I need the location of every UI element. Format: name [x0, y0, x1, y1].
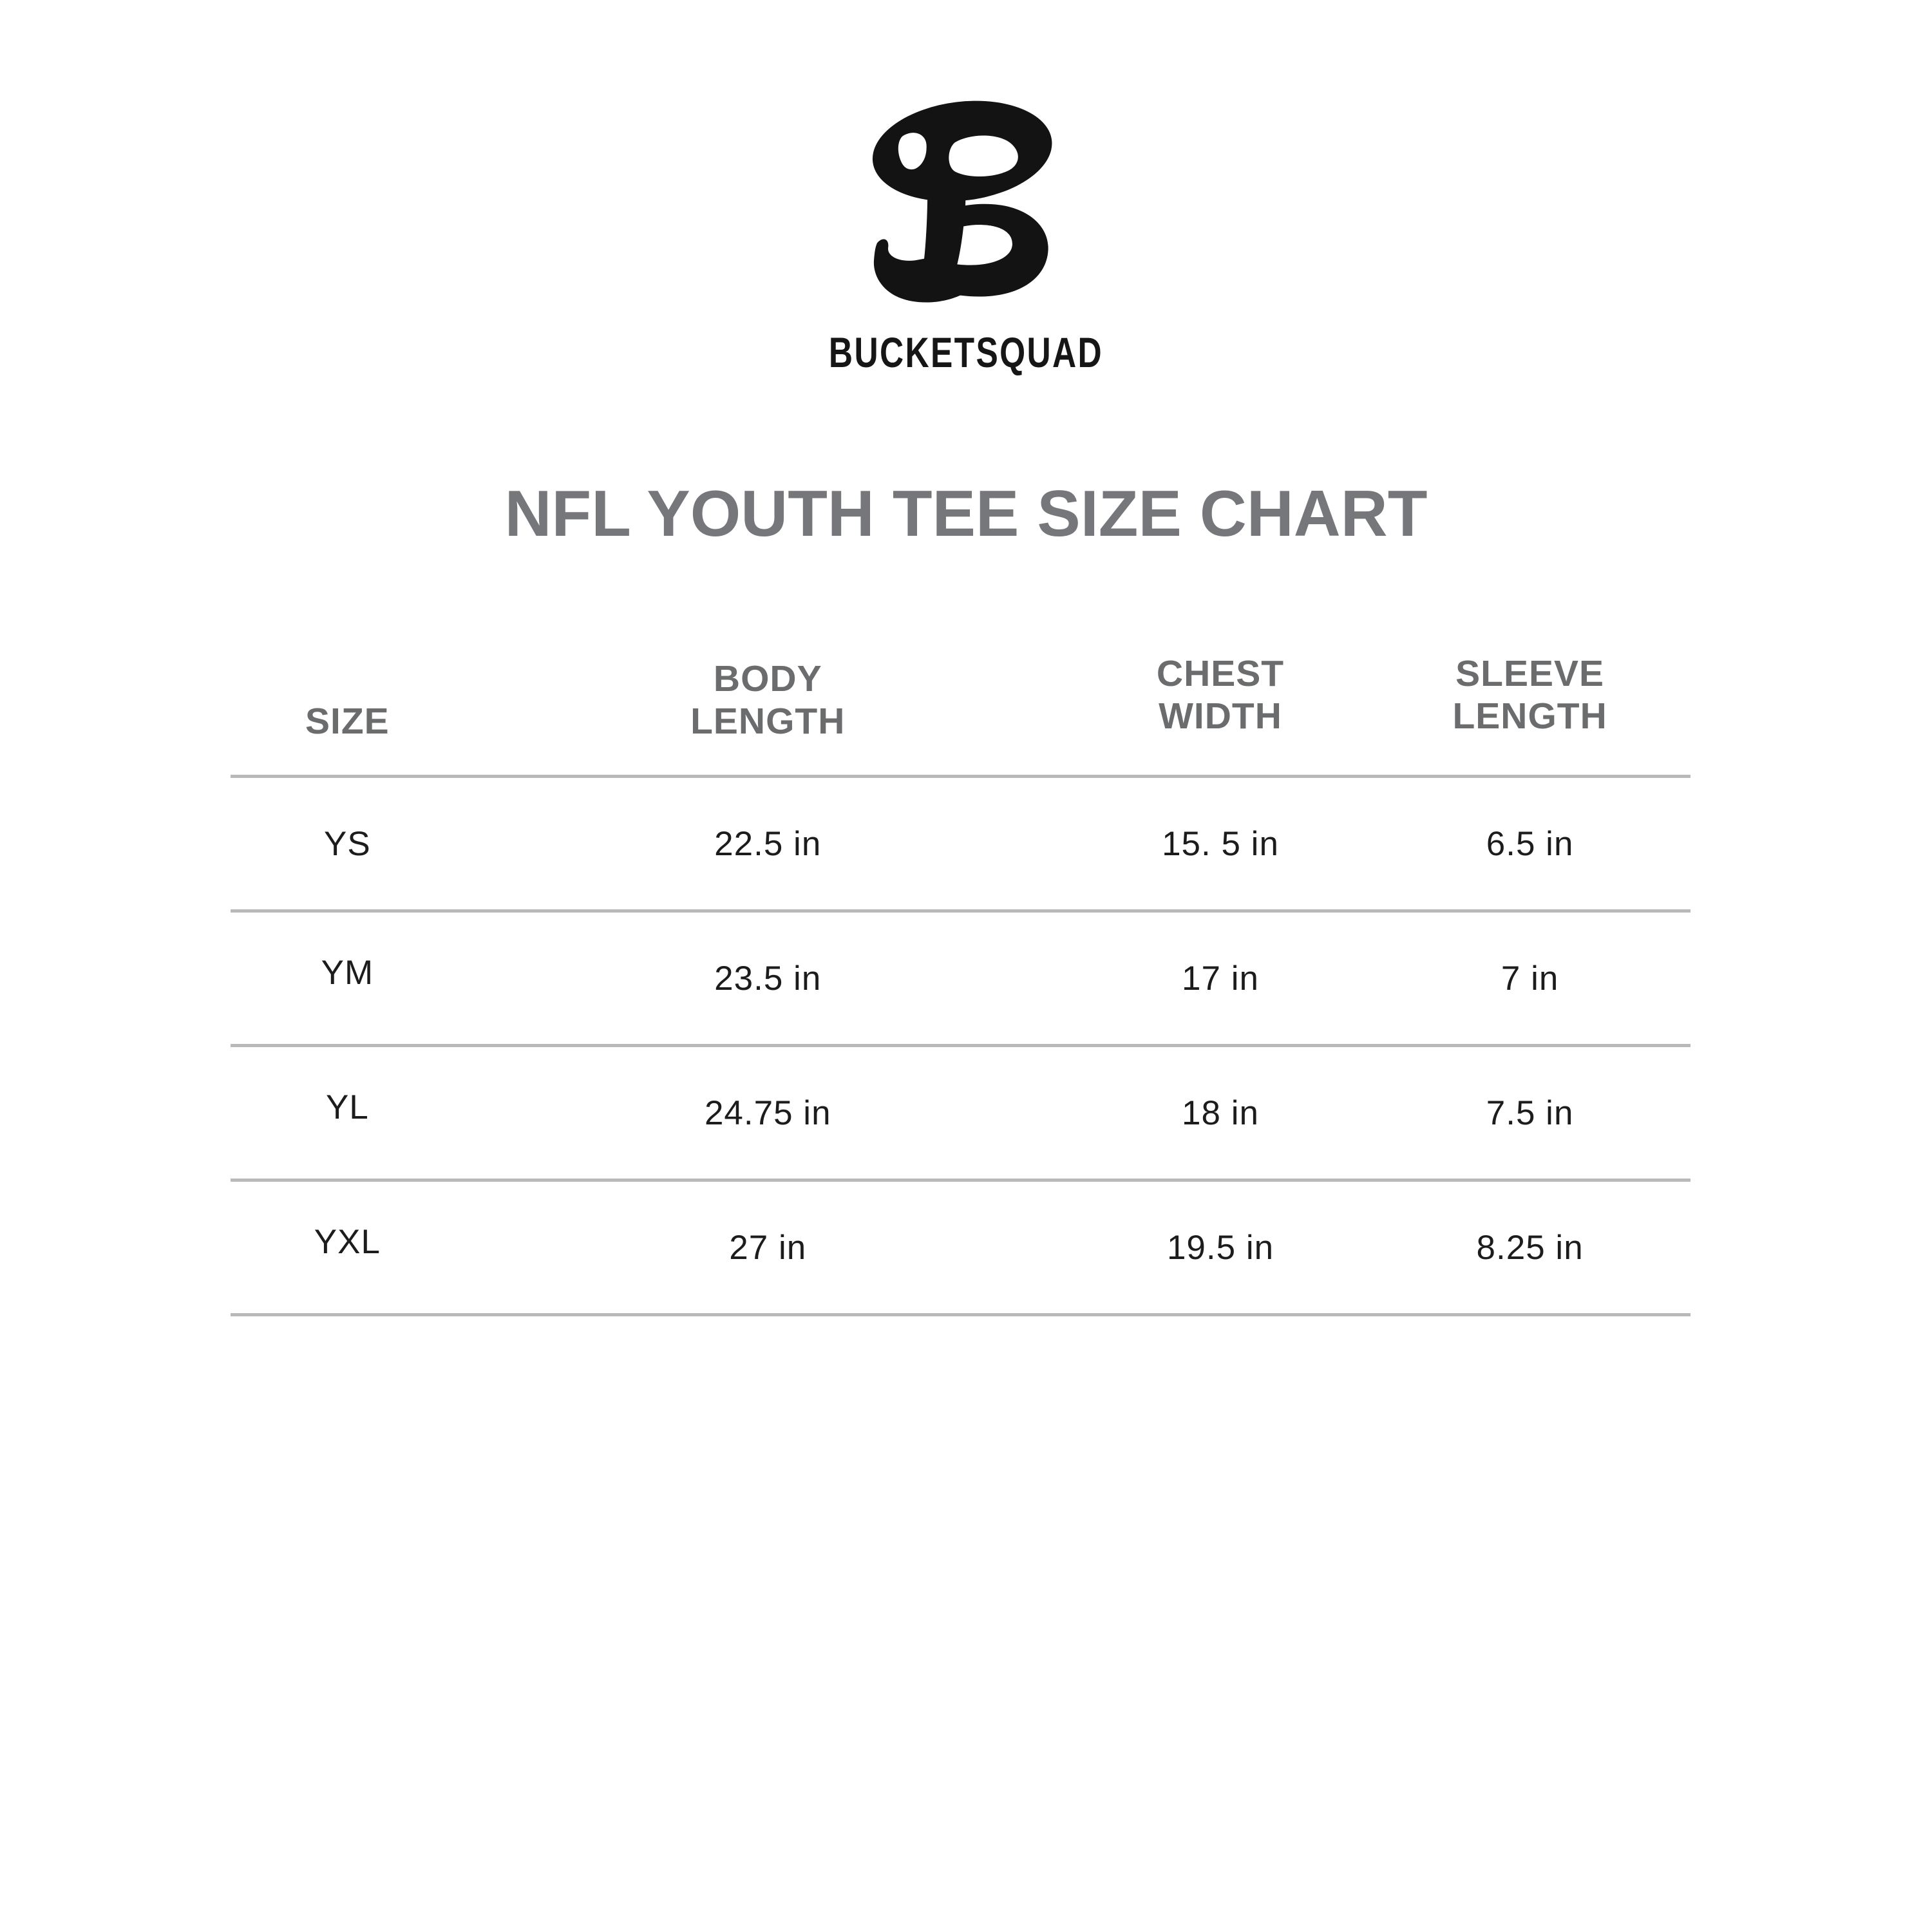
cell-body-length: 24.75 in — [464, 1045, 1072, 1182]
cell-size: YXL — [231, 1180, 464, 1316]
header-body-length: BODY LENGTH — [464, 644, 1072, 778]
cell-chest-width: 18 in — [1071, 1045, 1370, 1182]
header-size: SIZE — [231, 644, 464, 778]
header-chest-width: CHEST WIDTH — [1071, 644, 1370, 778]
monogram-left-counter — [898, 133, 927, 170]
table-row-yl: YL 24.75 in 18 in 7.5 in — [231, 1045, 1690, 1182]
table-row-yxl: YXL 27 in 19.5 in 8.25 in — [231, 1180, 1690, 1316]
header-size-label: SIZE — [305, 701, 390, 742]
monogram-hook — [873, 239, 967, 303]
header-body-length-line2: LENGTH — [690, 701, 846, 742]
brand-name: BUCKETSQUAD — [828, 328, 1104, 376]
table-header: SIZE BODY LENGTH CHEST WIDTH SLEEVE LENG… — [231, 644, 1690, 778]
table-row-ym: YM 23.5 in 17 in 7 in — [231, 911, 1690, 1047]
size-chart-table: SIZE BODY LENGTH CHEST WIDTH SLEEVE LENG… — [231, 644, 1690, 1316]
header-row: SIZE BODY LENGTH CHEST WIDTH SLEEVE LENG… — [231, 644, 1690, 778]
cell-size: YS — [231, 776, 464, 913]
header-body-length-line1: BODY — [713, 658, 822, 699]
cell-size: YM — [231, 911, 464, 1047]
monogram-right-counter — [949, 135, 1018, 177]
cell-sleeve-length: 8.25 in — [1369, 1180, 1690, 1316]
table-row-ys: YS 22.5 in 15. 5 in 6.5 in — [231, 776, 1690, 913]
cell-chest-width: 17 in — [1071, 911, 1370, 1047]
size-label: YS — [324, 824, 371, 863]
cell-chest-width: 15. 5 in — [1071, 776, 1370, 913]
header-sleeve-length-line2: LENGTH — [1452, 696, 1607, 737]
size-label: YM — [321, 953, 374, 992]
table-body: YS 22.5 in 15. 5 in 6.5 in YM 23.5 in 17… — [231, 776, 1690, 1316]
monogram-bottom-bowl — [940, 204, 1048, 297]
header-sleeve-length: SLEEVE LENGTH — [1369, 644, 1690, 778]
header-sleeve-length-line1: SLEEVE — [1455, 653, 1605, 694]
cell-sleeve-length: 7 in — [1369, 911, 1690, 1047]
cell-body-length: 22.5 in — [464, 776, 1072, 913]
cell-chest-width: 19.5 in — [1071, 1180, 1370, 1316]
header-chest-width-line2: WIDTH — [1159, 696, 1282, 737]
chart-title: NFL YOUTH TEE SIZE CHART — [504, 478, 1428, 550]
monogram-stem — [922, 159, 967, 280]
cell-sleeve-length: 7.5 in — [1369, 1045, 1690, 1182]
cell-size: YL — [231, 1045, 464, 1182]
cell-sleeve-length: 6.5 in — [1369, 776, 1690, 913]
size-label: YL — [325, 1088, 369, 1126]
cell-body-length: 27 in — [464, 1180, 1072, 1316]
size-label: YXL — [314, 1222, 381, 1261]
cell-body-length: 23.5 in — [464, 911, 1072, 1047]
bucketsquad-monogram-icon — [872, 100, 1052, 303]
header-chest-width-line1: CHEST — [1156, 653, 1285, 694]
